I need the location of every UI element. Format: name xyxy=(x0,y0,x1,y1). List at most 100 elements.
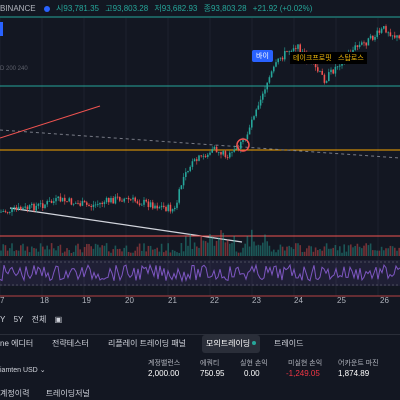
x-tick: 7 xyxy=(0,296,5,305)
candle-body xyxy=(323,74,326,83)
candle-body xyxy=(275,62,277,67)
date-range-icon[interactable]: ▣ xyxy=(54,315,63,324)
volume-bar xyxy=(174,250,176,256)
tab-replay-panel[interactable]: 리플레이 트레이딩 패널 xyxy=(108,339,187,348)
candle-body xyxy=(46,201,48,205)
candles xyxy=(0,24,400,216)
tab-account-history[interactable]: 계정이력 xyxy=(0,389,30,398)
candle-body xyxy=(44,204,46,209)
volume-bar xyxy=(53,248,55,256)
volume-bar xyxy=(154,249,156,256)
account-selector[interactable]: iamten USD ⌄ xyxy=(0,366,46,374)
candle-body xyxy=(391,35,394,37)
tab-paper-label: 모의트레이딩 xyxy=(206,339,251,348)
candle-body xyxy=(72,203,75,205)
val-unrealized: -1,249.05 xyxy=(286,369,320,378)
hdr-balance: 계정밸런스 xyxy=(148,360,181,367)
volume-bar xyxy=(105,243,108,256)
candle-body xyxy=(334,66,337,74)
price-chart[interactable] xyxy=(0,0,400,308)
close-value: 종93,803.28 xyxy=(203,4,247,13)
candle-body xyxy=(114,196,117,204)
volume-bar xyxy=(132,252,134,256)
volume-bar xyxy=(229,243,231,256)
candle-body xyxy=(222,151,224,155)
candle-body xyxy=(297,44,299,49)
volume-bar xyxy=(284,250,286,256)
candle-body xyxy=(61,197,64,202)
candle-body xyxy=(352,49,354,54)
volume-bar xyxy=(248,246,251,256)
candle-body xyxy=(215,146,218,153)
volume-bar xyxy=(398,247,400,256)
volume-bar xyxy=(266,241,268,256)
tf-all[interactable]: 전체 xyxy=(31,315,47,324)
volume-bar xyxy=(374,250,376,256)
candle-body xyxy=(88,204,90,207)
tf-y[interactable]: Y xyxy=(0,315,6,324)
candle-body xyxy=(317,67,319,72)
candle-body xyxy=(279,57,282,59)
volume-bar xyxy=(121,251,123,256)
candle-body xyxy=(358,44,361,48)
candle-body xyxy=(266,82,268,90)
tab-trade[interactable]: 트레이드 xyxy=(274,339,304,348)
stop-loss-tag[interactable]: 스탑로스 xyxy=(335,52,367,64)
candle-body xyxy=(341,63,343,66)
tab-trading-journal[interactable]: 트레이딩저널 xyxy=(45,389,90,398)
candle-body xyxy=(218,151,220,153)
candle-body xyxy=(394,35,396,38)
volume-bar xyxy=(79,249,81,256)
candle-body xyxy=(288,51,290,53)
candle-body xyxy=(94,204,97,206)
hdr-margin: 어카운트 마진 xyxy=(338,360,379,367)
candle-body xyxy=(209,152,211,155)
volume-bar xyxy=(35,248,37,256)
candle-body xyxy=(213,146,216,150)
volume-bar xyxy=(196,246,198,256)
volume-bar xyxy=(343,244,345,256)
candle-body xyxy=(59,196,62,202)
candle-body xyxy=(187,170,189,173)
indicator-ghost: D 200 240 xyxy=(0,66,28,72)
candle-body xyxy=(97,204,99,206)
candle-body xyxy=(385,26,387,33)
volume-bar xyxy=(391,246,394,256)
x-tick: 22 xyxy=(210,296,219,305)
red-trendline xyxy=(0,105,101,139)
volume-bar xyxy=(4,245,7,256)
candle-body xyxy=(281,57,284,60)
candle-body xyxy=(178,189,180,203)
candle-body xyxy=(9,212,11,213)
volume-bar xyxy=(363,245,365,256)
candle-body xyxy=(149,202,152,208)
candle-body xyxy=(259,99,262,106)
candle-body xyxy=(2,211,4,212)
candle-body xyxy=(83,201,86,203)
volume-bar xyxy=(17,250,20,256)
volume-bar xyxy=(321,250,323,256)
tab-paper-trading[interactable]: 모의트레이딩 xyxy=(202,335,261,353)
candle-body xyxy=(273,66,275,72)
volume-bar xyxy=(312,251,315,256)
volume-bar xyxy=(176,252,178,256)
tf-5y[interactable]: 5Y xyxy=(13,315,24,324)
volume-bar xyxy=(347,245,350,256)
left-edge-handle xyxy=(0,22,3,36)
volume-bar xyxy=(222,232,224,256)
candle-body xyxy=(138,203,141,206)
volume-bar xyxy=(277,249,279,256)
tab-pine-editor[interactable]: ne 에디터 xyxy=(0,339,34,348)
candle-body xyxy=(24,206,26,208)
volume-bar xyxy=(275,252,277,256)
volume-bar xyxy=(28,252,31,256)
candle-body xyxy=(396,35,398,38)
candle-body xyxy=(121,200,123,202)
volume-bar xyxy=(143,243,145,256)
buy-tag[interactable]: 바이 xyxy=(252,50,273,62)
tab-strategy-tester[interactable]: 전략테스터 xyxy=(52,339,89,348)
candle-body xyxy=(66,201,68,203)
candle-body xyxy=(143,199,145,205)
take-profit-tag[interactable]: 테이크프로핏 xyxy=(290,52,335,64)
volume-bar xyxy=(253,241,255,256)
